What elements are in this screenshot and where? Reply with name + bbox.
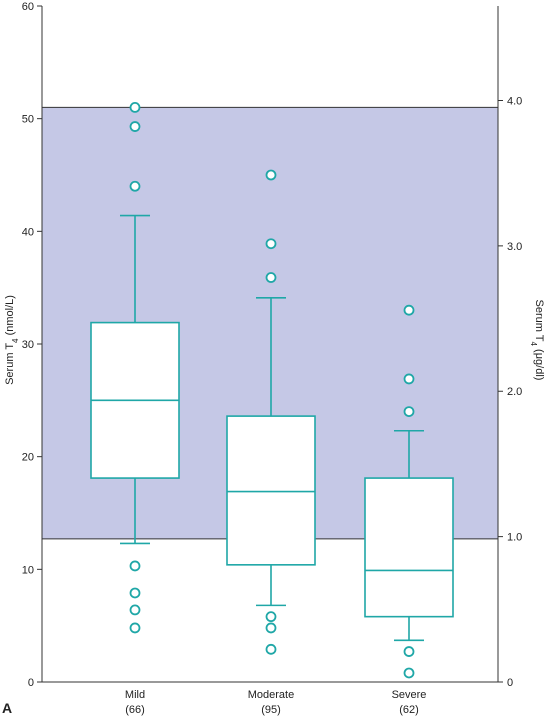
- left-tick-label: 40: [22, 226, 34, 238]
- outlier-point: [403, 406, 415, 418]
- outlier-point: [129, 102, 141, 113]
- interquartile-box: [364, 477, 454, 618]
- right-axis-ticks: 0 1.0 2.0 3.0 4.0: [498, 95, 522, 689]
- category-label: Severe: [392, 689, 427, 701]
- right-tick-label: 3.0: [507, 241, 522, 253]
- left-tick-label: 0: [28, 677, 34, 689]
- panel-label: A: [2, 700, 12, 716]
- category-count-label: (66): [125, 704, 145, 716]
- box-series: [90, 102, 454, 679]
- category-label: Mild: [125, 689, 145, 701]
- box-severe: [364, 304, 454, 679]
- outlier-point: [129, 121, 141, 132]
- outlier-point: [129, 180, 141, 192]
- box-mild: [90, 102, 180, 634]
- category-label: Moderate: [248, 689, 294, 701]
- right-tick-label: 0: [507, 677, 513, 689]
- outlier-point: [403, 646, 415, 657]
- outlier-point: [265, 611, 277, 623]
- box-moderate: [226, 169, 316, 655]
- left-tick-label: 10: [22, 564, 34, 576]
- category-count-label: (95): [261, 704, 281, 716]
- outlier-point: [129, 587, 141, 599]
- outlier-point: [403, 373, 415, 385]
- outlier-point: [265, 272, 277, 283]
- outlier-point: [129, 560, 141, 572]
- outlier-point: [265, 238, 277, 250]
- left-tick-label: 50: [22, 114, 34, 126]
- right-tick-label: 2.0: [507, 386, 522, 398]
- interquartile-box: [226, 415, 316, 566]
- left-axis-title: Serum T4 (nmol/L): [4, 295, 20, 385]
- left-tick-label: 60: [22, 1, 34, 13]
- left-tick-label: 20: [22, 452, 34, 464]
- outlier-point: [403, 304, 415, 316]
- outlier-point: [265, 622, 277, 634]
- outlier-point: [265, 643, 277, 655]
- right-tick-label: 1.0: [507, 532, 522, 544]
- outlier-point: [129, 604, 141, 616]
- right-axis-title: Serum T4 (μg/dl): [530, 300, 546, 381]
- left-tick-label: 30: [22, 339, 34, 351]
- outlier-point: [403, 667, 415, 679]
- right-tick-label: 4.0: [507, 95, 522, 107]
- outlier-point: [129, 622, 141, 634]
- category-labels: Mild (66) Moderate (95) Severe (62): [125, 689, 427, 716]
- category-count-label: (62): [399, 704, 419, 716]
- outlier-point: [265, 169, 277, 181]
- left-axis-ticks: 0 10 20 30 40 50 60: [22, 1, 42, 689]
